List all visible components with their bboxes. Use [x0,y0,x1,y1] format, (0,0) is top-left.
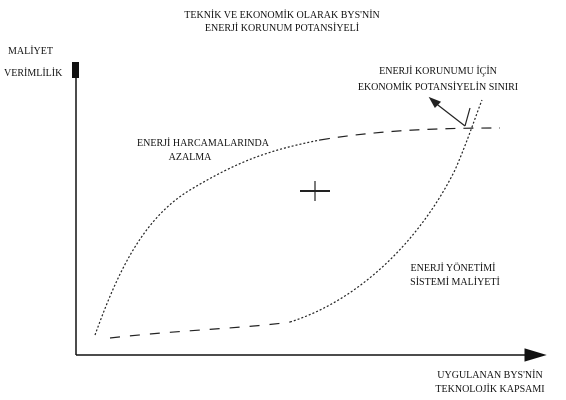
title-line: ENERJİ KORUNUM POTANSİYELİ [205,22,359,34]
y-axis-label: MALİYET [8,45,53,57]
annotation: ENERJİ HARCAMALARINDA [137,137,270,149]
y-axis-label: VERİMLİLİK [4,67,63,79]
curves [94,96,501,339]
x-axis-label: TEKNOLOJİK KAPSAMI [435,383,544,395]
title-line: TEKNİK VE EKONOMİK OLARAK BYS'NİN [184,9,380,21]
annotation: ENERJİ YÖNETİMİ [411,262,496,274]
axes [72,62,547,362]
annotation: AZALMA [169,152,213,163]
annotation: ENERJİ KORUNUMU İÇİN [379,65,497,77]
annotation: EKONOMİK POTANSİYELİN SINIRI [358,81,518,93]
x-axis-label: UYGULANAN BYS'NİN [437,369,542,381]
annotation: SİSTEMİ MALİYETİ [410,276,500,288]
